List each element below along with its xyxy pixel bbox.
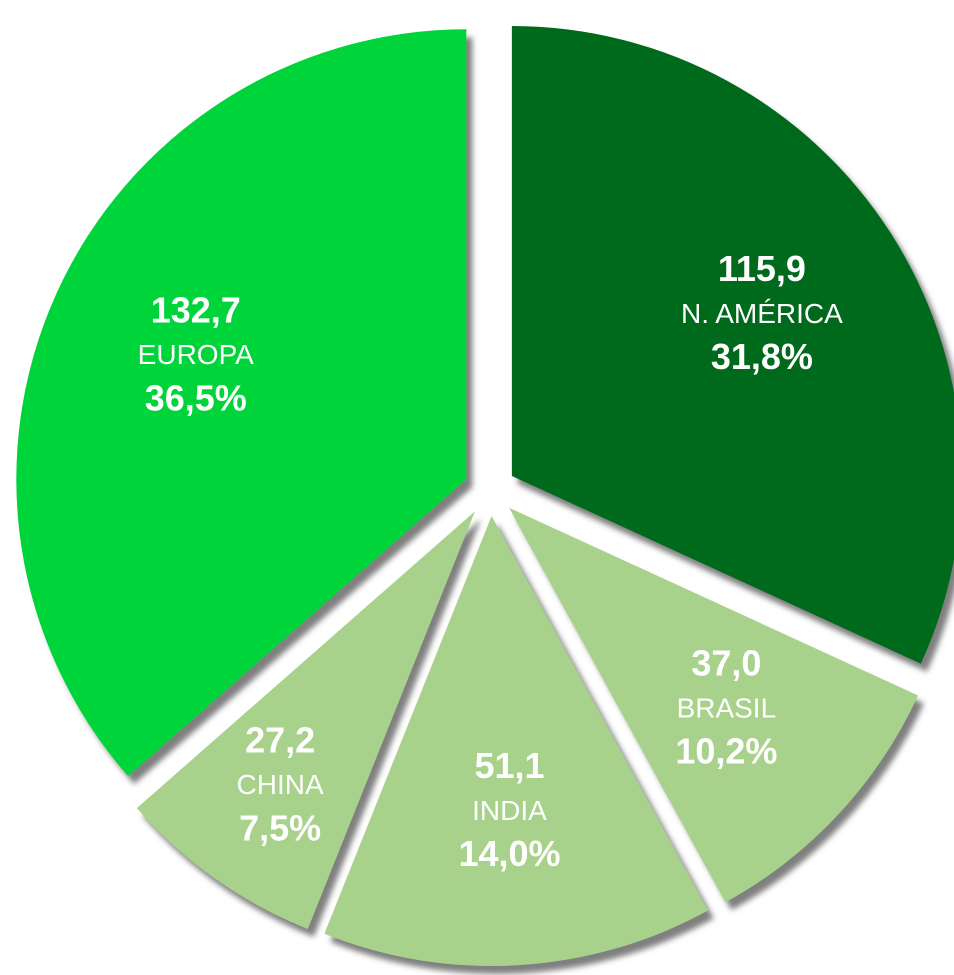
category-label: INDIA (472, 795, 547, 826)
pie-slice (324, 515, 708, 966)
category-label: N. AMÉRICA (681, 298, 843, 329)
pie-slice (16, 29, 467, 777)
percentage-label: 36,5% (145, 377, 247, 418)
percentage-label: 14,0% (458, 833, 560, 874)
pie-slice (136, 511, 475, 930)
labels: 115,9 N. AMÉRICA 31,8% 37,0 BRASIL 10,2% 51,1 I… (138, 248, 843, 874)
percentage-label: 7,5% (239, 807, 321, 848)
category-label: CHINA (237, 769, 324, 800)
slices (16, 25, 954, 966)
value-label: 132,7 (151, 289, 241, 330)
value-label: 115,9 (718, 248, 806, 289)
value-label: 51,1 (474, 745, 544, 786)
pie-slice (511, 25, 954, 664)
percentage-label: 10,2% (675, 731, 777, 772)
value-label: 37,0 (691, 643, 761, 684)
category-label: EUROPA (138, 339, 254, 370)
percentage-label: 31,8% (711, 336, 813, 377)
value-label: 27,2 (245, 719, 315, 760)
category-label: BRASIL (677, 693, 777, 724)
pie-slice (509, 507, 918, 903)
